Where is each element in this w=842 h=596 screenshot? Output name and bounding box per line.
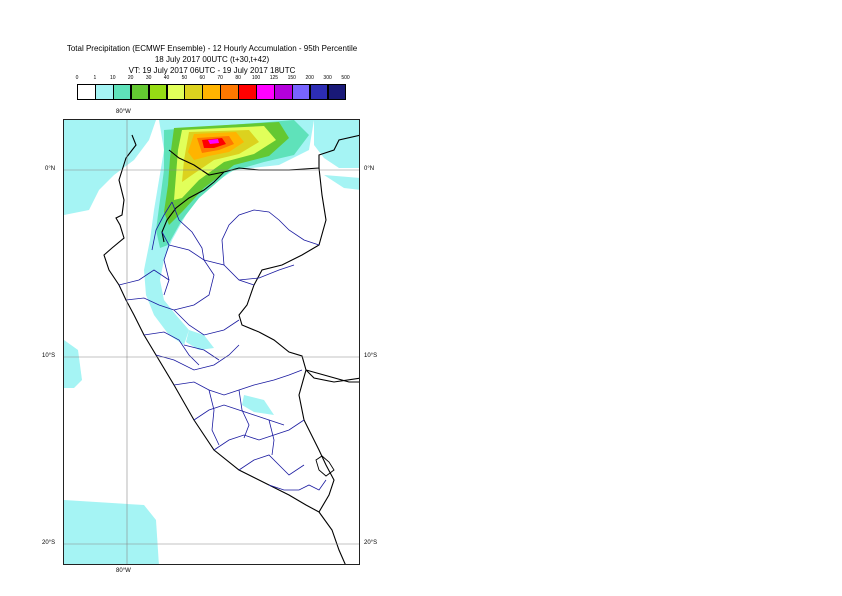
valid-time-line: VT: 19 July 2017 06UTC - 19 July 2017 18…: [128, 66, 296, 75]
legend-swatch: [238, 84, 257, 100]
legend-label: 20: [127, 75, 134, 81]
legend-label: 150: [287, 75, 296, 81]
legend-swatch: [112, 84, 132, 100]
legend-label: 40: [163, 75, 170, 81]
legend-label: 100: [251, 75, 261, 81]
legend-swatch: [130, 84, 150, 100]
legend-swatch: [256, 84, 275, 100]
legend-label: 70: [217, 75, 223, 81]
legend-label: 60: [199, 75, 206, 81]
coastline-peru: [103, 134, 320, 513]
legend-label: 50: [181, 75, 188, 81]
map-title: Total Precipitation (ECMWF Ensemble) - 1…: [66, 44, 358, 53]
border-ecuador-peru: [161, 171, 225, 243]
legend-label: 0: [75, 75, 79, 81]
lat-label-right-0n: 0°N: [364, 166, 375, 172]
lake-outline: [315, 455, 335, 477]
border-peru-colombia-brazil: [238, 167, 327, 333]
border-chile: [318, 511, 346, 564]
precip-shading: [64, 120, 359, 564]
lon-label-bottom: 80°W: [116, 568, 131, 574]
legend-swatch: [148, 84, 168, 100]
border-bolivia-east: [305, 369, 359, 383]
lat-label-right-10s: 10°S: [364, 353, 378, 359]
precip-area-ocean-west-strip: [64, 340, 82, 388]
border-peru-brazil: [258, 331, 359, 383]
lat-label-left-10s: 10°S: [42, 353, 56, 359]
graticule: [64, 120, 359, 564]
precip-area-ocean-north: [64, 120, 156, 215]
map-frame: [63, 119, 360, 565]
precip-area-inland-2: [242, 395, 274, 415]
legend-label: 300: [323, 75, 332, 81]
precip-area-east: [324, 175, 359, 190]
legend-swatch: [166, 84, 186, 100]
legend-swatch: [327, 84, 347, 100]
legend-label: 500: [341, 75, 350, 81]
lon-label-top: 80°W: [116, 109, 131, 115]
legend-swatch: [184, 84, 204, 100]
legend-swatch: [273, 84, 293, 100]
lat-label-right-20s: 20°S: [364, 540, 378, 546]
legend-swatch: [309, 84, 329, 100]
legend-swatch: [220, 84, 239, 100]
legend-swatch: [77, 84, 96, 100]
regional-boundaries: [118, 201, 327, 491]
precip-area-inland-1: [186, 330, 214, 350]
lat-label-left-20s: 20°S: [42, 540, 56, 546]
country-borders: [103, 134, 359, 564]
precip-area-ocean-sw: [64, 500, 159, 564]
legend-label: 200: [305, 75, 314, 81]
legend-label: 125: [269, 75, 279, 81]
base-time-line: 18 July 2017 00UTC (t+30,t+42): [154, 55, 270, 64]
map-canvas: [64, 120, 359, 564]
legend-label: 1: [93, 75, 97, 81]
legend-label: 10: [110, 75, 116, 81]
legend-swatch: [202, 84, 221, 100]
border-peru-bolivia: [298, 369, 335, 513]
legend-label: 30: [145, 75, 152, 81]
precip-area-max-magenta: [208, 139, 219, 144]
legend-label: 80: [235, 75, 241, 81]
legend-swatch: [94, 84, 114, 100]
lat-label-left-0n: 0°N: [45, 166, 56, 172]
legend-swatch: [291, 84, 311, 100]
